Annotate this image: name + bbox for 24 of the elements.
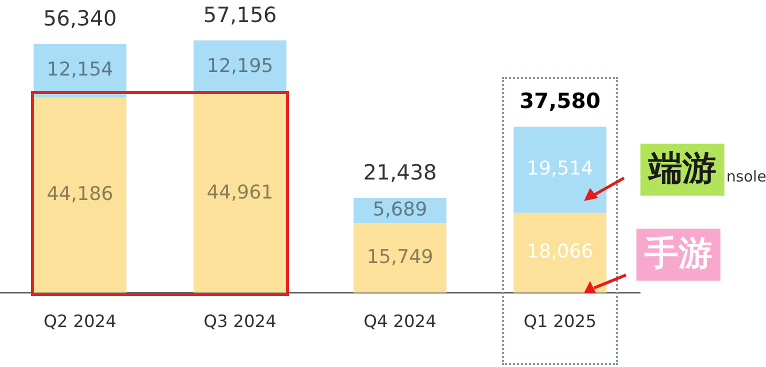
data-label: 12,195 — [206, 55, 274, 78]
x-tick-label: Q4 2024 — [364, 312, 436, 332]
bar — [514, 212, 606, 293]
total-label: 21,438 — [363, 160, 437, 184]
bar — [194, 94, 286, 293]
bar — [34, 98, 126, 293]
data-label: 15,749 — [366, 246, 434, 268]
x-tick-label: Q3 2024 — [204, 312, 276, 332]
data-label: 19,514 — [526, 158, 594, 180]
total-label: 37,580 — [519, 89, 601, 114]
total-label: 57,156 — [203, 2, 277, 27]
series-label: 端游 — [647, 148, 716, 189]
text: nsole — [726, 168, 766, 186]
bar — [514, 126, 606, 213]
total-label: 56,340 — [43, 6, 117, 30]
x-tick-label: Q2 2024 — [44, 312, 116, 332]
bar — [354, 223, 446, 293]
data-label: 44,961 — [206, 181, 274, 204]
data-label: 12,154 — [46, 58, 114, 81]
series-label: 手游 — [643, 234, 712, 274]
data-label: 18,066 — [526, 240, 594, 263]
data-label: 44,186 — [46, 183, 114, 206]
x-tick-label: Q1 2025 — [524, 312, 596, 332]
data-label: 5,689 — [372, 198, 428, 220]
